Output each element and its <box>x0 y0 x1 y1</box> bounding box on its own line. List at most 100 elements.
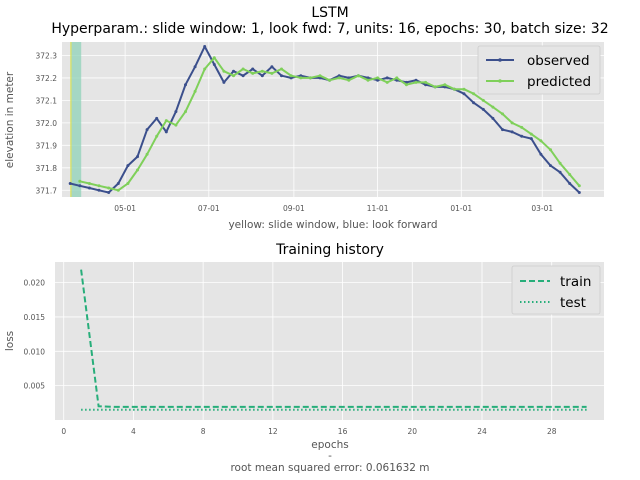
predicted-series-point <box>558 161 562 165</box>
predicted-series-point <box>107 186 111 190</box>
predicted-series-point <box>136 168 139 172</box>
observed-series-point <box>116 182 120 185</box>
observed-series-point <box>577 191 581 194</box>
elevation-y-axis-label: elevation in meter <box>4 71 16 168</box>
predicted-series-point <box>356 74 360 78</box>
look-forward-band <box>71 42 82 197</box>
predicted-series-point <box>577 184 581 188</box>
observed-series-point <box>68 182 72 185</box>
predicted-series-point <box>404 83 408 87</box>
predicted-series-point <box>549 148 552 152</box>
observed-series-point <box>270 65 274 69</box>
elevation-chart: 05-01 07-01 09-01 11-01 01-01 03-01 371.7 371.8… <box>4 42 604 231</box>
training-x-tick-label: 0 <box>61 427 66 436</box>
observed-series-point <box>107 191 111 194</box>
training-history-chart: Training history 0 4 8 12 16 20 24 28 0.005 0.010… <box>4 242 604 451</box>
predicted-series-point <box>299 76 303 80</box>
observed-series-point <box>289 76 293 80</box>
elevation-y-tick-label: 371.9 <box>36 141 58 150</box>
observed-series-point <box>126 164 130 168</box>
predicted-series-point <box>251 71 255 75</box>
elevation-y-tick-label: 371.7 <box>36 186 58 195</box>
observed-series-point <box>376 78 380 82</box>
observed-series-point <box>164 130 168 134</box>
predicted-series-point <box>174 123 178 127</box>
observed-series-point <box>549 164 552 168</box>
elevation-x-tick-label: 03-01 <box>531 204 553 213</box>
training-legend-box <box>511 265 601 315</box>
predicted-series-point <box>501 112 504 116</box>
predicted-series-point <box>260 69 264 73</box>
training-x-tick-label: 8 <box>201 427 206 436</box>
training-y-tick-label: 0.020 <box>24 279 46 288</box>
legend-predicted-label: predicted <box>527 74 591 90</box>
predicted-series-point <box>414 80 418 84</box>
training-x-tick-label: 4 <box>131 427 136 436</box>
predicted-series-point <box>376 76 380 80</box>
predicted-series-point <box>87 182 91 185</box>
observed-series-point <box>424 83 428 87</box>
predicted-series-point <box>328 78 332 82</box>
observed-series-point <box>539 152 543 156</box>
training-y-tick-label: 0.010 <box>24 347 46 356</box>
observed-series-point <box>136 155 139 159</box>
observed-series-point <box>347 76 351 80</box>
training-x-axis-label: epochs <box>311 439 348 451</box>
predicted-series-point <box>520 125 524 129</box>
observed-series-point <box>184 83 187 87</box>
observed-series-point <box>385 76 389 80</box>
predicted-series-point <box>280 67 283 71</box>
predicted-series-point <box>232 74 235 78</box>
predicted-series-point <box>270 71 274 75</box>
observed-series-point <box>558 170 562 174</box>
predicted-series-point <box>385 80 389 84</box>
observed-series-point <box>481 107 485 111</box>
predicted-series-point <box>155 134 159 138</box>
elevation-x-tick-label: 09-01 <box>283 204 305 213</box>
legend-observed-marker <box>498 58 502 62</box>
observed-series-point <box>145 128 149 132</box>
elevation-y-tick-label: 372.2 <box>36 74 58 83</box>
observed-series-point <box>203 45 207 48</box>
observed-series-point <box>97 188 101 192</box>
predicted-series-point <box>145 152 149 156</box>
elevation-y-tick-label: 372.1 <box>36 96 58 105</box>
elevation-x-axis-label: yellow: slide window, blue: look forward <box>228 219 437 231</box>
predicted-series-point <box>116 188 120 192</box>
observed-series-point <box>472 101 476 105</box>
elevation-x-tick-label: 05-01 <box>114 204 136 213</box>
predicted-series-point <box>222 69 226 73</box>
train-loss-line <box>80 269 587 408</box>
observed-series-point <box>299 74 303 78</box>
elevation-x-tick-label: 11-01 <box>367 204 389 213</box>
observed-series-point <box>280 74 283 78</box>
training-legend: train test <box>511 265 601 315</box>
observed-series-point <box>232 69 235 73</box>
training-x-tick-label: 24 <box>477 427 487 436</box>
predicted-series-point <box>318 74 322 78</box>
predicted-series-point <box>539 139 543 143</box>
observed-series-point <box>520 134 524 138</box>
observed-series-point <box>510 130 514 134</box>
predicted-series-point <box>568 173 572 176</box>
legend-predicted-marker <box>498 79 502 83</box>
legend-train-label: train <box>560 274 591 290</box>
footer-separator: - <box>328 450 332 462</box>
training-x-tick-label: 28 <box>547 427 557 436</box>
predicted-series-point <box>193 89 197 93</box>
legend-test-label: test <box>560 295 586 311</box>
predicted-series-point <box>97 184 101 188</box>
predicted-series-point <box>347 78 351 82</box>
elevation-x-tick-label: 01-01 <box>450 204 472 213</box>
observed-series-point <box>491 116 495 120</box>
elevation-legend: observed predicted <box>477 45 601 95</box>
predicted-series-point <box>337 76 341 80</box>
predicted-series-point <box>433 85 437 89</box>
observed-series-point <box>155 116 159 120</box>
rmse-caption: root mean squared error: 0.061632 m <box>230 462 429 474</box>
predicted-series-point <box>203 67 207 71</box>
training-x-tick-label: 12 <box>268 427 278 436</box>
figure-subtitle: Hyperparam.: slide window: 1, look fwd: … <box>51 21 608 37</box>
predicted-series-point <box>462 87 466 91</box>
